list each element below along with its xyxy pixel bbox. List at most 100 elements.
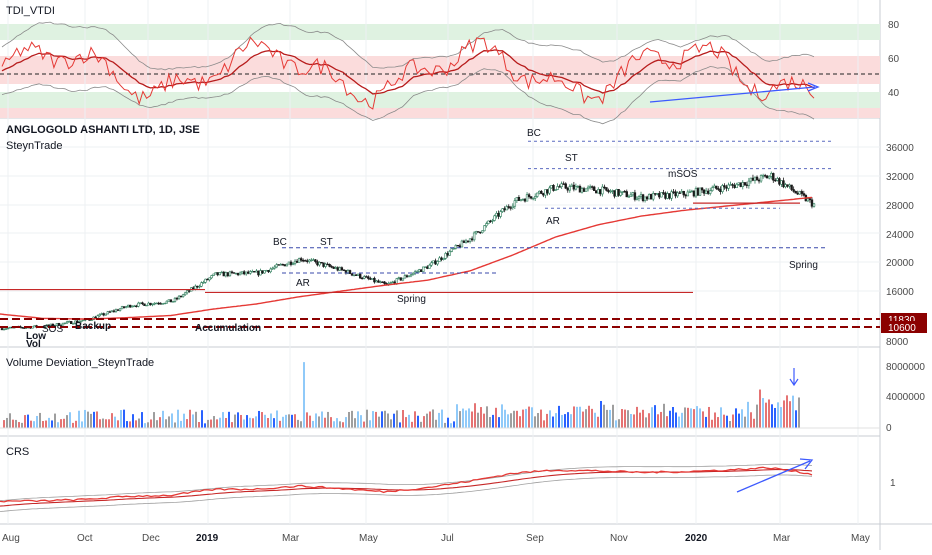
volume-bar-222: [669, 410, 671, 428]
volume-bar-164: [495, 407, 497, 428]
candle-body-374: [761, 175, 765, 177]
candle-body-55: [112, 310, 116, 312]
volume-bar-223: [672, 407, 674, 428]
volume-bar-210: [633, 414, 635, 428]
candle-body-267: [544, 189, 547, 196]
volume-bar-225: [678, 416, 680, 428]
candle-body-87: [177, 295, 181, 300]
candle-body-100: [204, 278, 207, 283]
candle-body-67: [137, 302, 140, 307]
candle-body-313: [637, 196, 641, 199]
candle-body-303: [617, 189, 620, 196]
volume-bar-128: [387, 413, 389, 428]
candle-body-349: [711, 187, 714, 191]
candle-body-137: [279, 264, 283, 266]
volume-bar-246: [741, 409, 743, 428]
volume-bar-228: [687, 407, 689, 428]
volume-bar-235: [708, 406, 710, 428]
candle-body-77: [157, 302, 160, 305]
volume-bar-234: [705, 416, 707, 428]
volume-bar-144: [435, 419, 437, 428]
candle-body-163: [332, 266, 335, 269]
volume-bar-194: [585, 409, 587, 428]
price-tick-28000: 28000: [886, 201, 914, 212]
annotation-sos: SOS: [42, 324, 63, 335]
annotation-spring-left: Spring: [397, 294, 426, 305]
volume-bar-202: [609, 409, 611, 428]
volume-bar-156: [471, 411, 473, 428]
volume-bar-100: [303, 362, 305, 428]
candle-body-162: [330, 266, 333, 268]
volume-bar-66: [201, 410, 203, 428]
candle-body-114: [232, 272, 236, 274]
volume-bar-98: [297, 419, 299, 428]
annotation-accumulation: Accumulation: [195, 323, 261, 334]
volume-bar-155: [468, 408, 470, 428]
candle-body-110: [224, 272, 228, 277]
x-tick-nov: Nov: [610, 533, 628, 544]
candle-body-290: [590, 186, 594, 188]
candle-body-82: [167, 299, 171, 302]
candle-body-339: [690, 190, 694, 193]
volume-bar-196: [591, 408, 593, 428]
volume-bar-69: [210, 419, 212, 428]
volume-bar-52: [159, 417, 161, 428]
volume-bar-109: [330, 417, 332, 428]
candle-body-380: [774, 179, 777, 182]
candle-body-188: [383, 281, 386, 284]
candle-body-32: [65, 321, 69, 324]
vol-tick-0: 0: [886, 423, 892, 434]
candle-body-58: [118, 308, 122, 311]
price-tick-16000: 16000: [886, 287, 914, 298]
volume-bar-75: [228, 411, 230, 428]
candle-body-350: [713, 185, 716, 189]
volume-bar-125: [378, 416, 380, 428]
volume-bar-55: [168, 416, 170, 428]
volume-bar-161: [486, 406, 488, 428]
volume-bar-260: [783, 400, 785, 428]
tdi-upper-band-line: [1, 21, 815, 71]
volume-bar-105: [318, 416, 320, 428]
candle-body-154: [314, 259, 317, 262]
volume-bar-82: [249, 417, 251, 428]
candle-body-57: [116, 309, 120, 311]
volume-bar-36: [111, 413, 113, 428]
candle-body-70: [143, 303, 146, 306]
candle-body-124: [253, 271, 256, 273]
candle-body-198: [403, 275, 407, 279]
candle-body-233: [474, 231, 478, 234]
candle-body-144: [293, 260, 297, 264]
candle-body-291: [593, 186, 596, 191]
volume-bar-26: [81, 421, 83, 428]
volume-bar-204: [615, 420, 617, 428]
volume-bar-189: [570, 414, 572, 428]
candle-body-166: [338, 267, 342, 271]
candle-body-149: [304, 260, 307, 262]
candle-body-140: [285, 263, 289, 267]
candle-body-96: [196, 285, 199, 288]
candle-body-97: [198, 285, 201, 288]
volume-bar-0: [3, 420, 5, 428]
volume-bar-47: [144, 423, 146, 428]
candle-body-321: [654, 193, 657, 195]
volume-bar-205: [618, 419, 620, 428]
candle-body-112: [228, 271, 232, 277]
candle-body-2: [4, 328, 8, 330]
candle-body-328: [668, 193, 671, 199]
volume-bar-176: [531, 407, 533, 428]
candle-body-288: [586, 186, 590, 190]
candle-body-213: [434, 260, 437, 265]
x-tick-sep: Sep: [526, 533, 544, 544]
candle-body-336: [684, 194, 687, 197]
price-badge-bottom-label: 10600: [888, 323, 916, 334]
volume-bar-94: [285, 414, 287, 428]
candle-body-133: [271, 267, 274, 270]
volume-bar-92: [279, 420, 281, 428]
annotation-ar-left: AR: [296, 278, 310, 289]
volume-bar-142: [429, 411, 431, 428]
volume-bar-162: [489, 417, 491, 428]
candle-body-161: [328, 264, 331, 267]
volume-bar-153: [462, 408, 464, 428]
candle-body-234: [477, 231, 480, 233]
candle-body-367: [747, 180, 751, 186]
